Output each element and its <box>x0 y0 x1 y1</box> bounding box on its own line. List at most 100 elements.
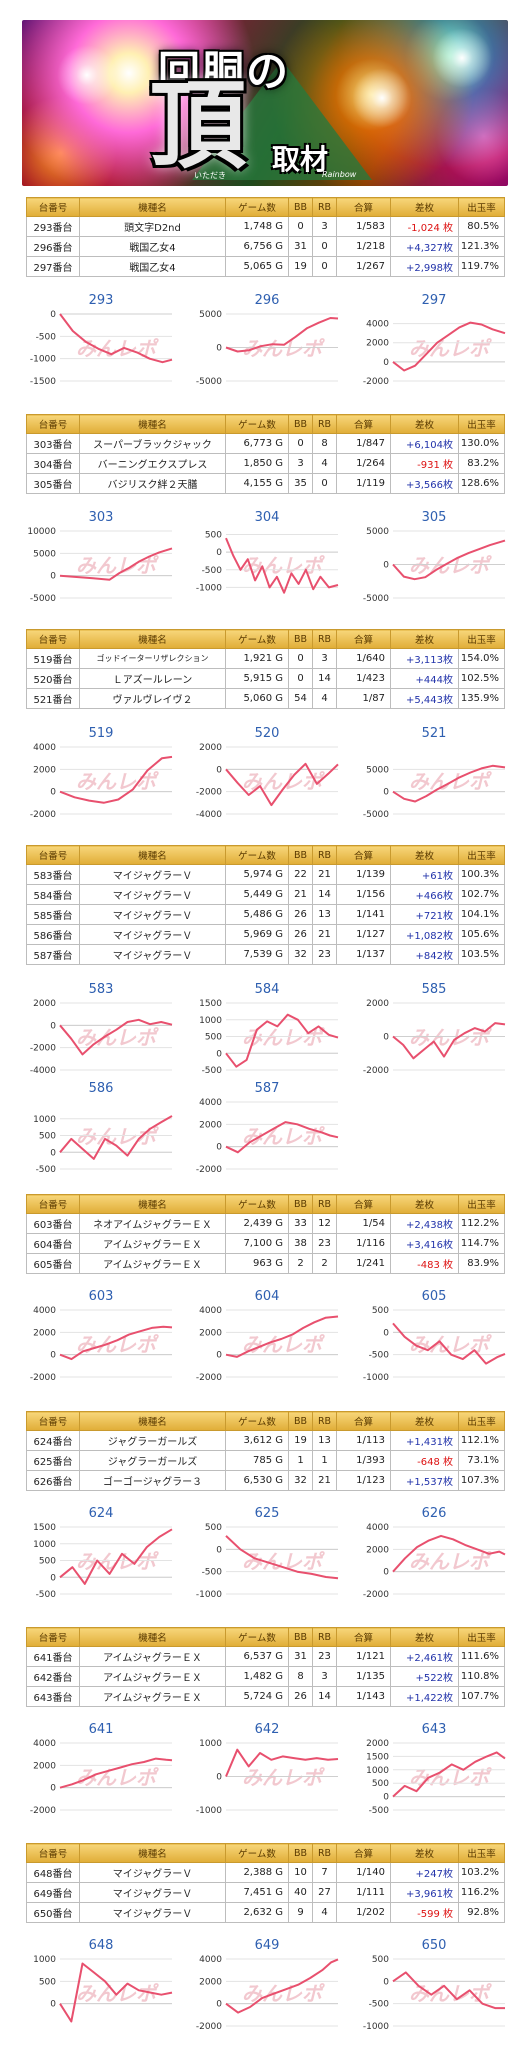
watermark-text: みんレポ <box>76 1125 159 1149</box>
machine-number-cell: 521番台 <box>26 688 80 709</box>
payout-rate-cell: 112.2% <box>458 1213 505 1234</box>
graph-title: 296 <box>254 293 280 308</box>
machine-name-cell: ジャグラーガールズ <box>79 1450 226 1471</box>
graph-title: 304 <box>254 510 280 525</box>
payout-rate-cell: 73.1% <box>458 1450 505 1471</box>
machine-table: 台番号 機種名 ゲーム数 BB RB 合算 差枚 出玉率 293番台 頭文字D2nd 1,748 G… <box>26 197 505 277</box>
coin-difference-cell: +2,461枚 <box>390 1646 459 1667</box>
table-header-row: 台番号 機種名 ゲーム数 BB RB 合算 差枚 出玉率 <box>26 197 505 217</box>
column-header: 機種名 <box>79 629 226 649</box>
column-header: RB <box>312 197 337 217</box>
machine-number-cell: 519番台 <box>26 648 80 669</box>
series-line <box>59 1962 173 2023</box>
banner-title-top: 回胴の <box>158 47 291 96</box>
column-header: 差枚 <box>390 1627 459 1647</box>
machine-number-cell: 624番台 <box>26 1430 80 1451</box>
combined-probability-cell: 1/135 <box>336 1666 391 1687</box>
y-tick-label: -1000 <box>30 355 56 365</box>
y-tick-label: 2000 <box>366 339 389 349</box>
coin-difference-cell: +721枚 <box>390 904 459 925</box>
combined-probability-cell: 1/137 <box>336 944 391 965</box>
column-header: ゲーム数 <box>225 197 289 217</box>
machine-number-cell: 296番台 <box>26 236 80 257</box>
column-header: RB <box>312 1843 337 1863</box>
banner-title-main: 頂 <box>150 69 246 182</box>
coin-difference-cell: +2,438枚 <box>390 1213 459 1234</box>
graph-title: 586 <box>88 1081 114 1096</box>
rb-count-cell: 1 <box>312 1450 337 1471</box>
column-header: 合算 <box>336 197 391 217</box>
game-count-cell: 1,921 G <box>225 648 289 669</box>
rb-count-cell: 21 <box>312 864 337 885</box>
banner-flare <box>352 68 412 128</box>
y-tick-label: 2000 <box>33 999 56 1009</box>
combined-probability-cell: 1/393 <box>336 1450 391 1471</box>
graph-650: 650 みんレポ 500 0 -500 -1000 <box>355 1938 513 2034</box>
table-row: 304番台 バーニングエクスプレス 1,850 G 3 4 1/264 -931 枚 83.2… <box>26 453 505 474</box>
column-header: ゲーム数 <box>225 629 289 649</box>
coin-difference-cell: -483 枚 <box>390 1253 459 1274</box>
machine-number-cell: 305番台 <box>26 473 80 494</box>
bb-count-cell: 31 <box>288 236 313 257</box>
machine-number-cell: 625番台 <box>26 1450 80 1471</box>
column-header: 機種名 <box>79 1411 226 1431</box>
machine-name-cell: ジャグラーガールズ <box>79 1430 226 1451</box>
column-header: 合算 <box>336 1194 391 1214</box>
table-row: 605番台 アイムジャグラーＥＸ 963 G 2 2 1/241 -483 枚 83.9% <box>26 1253 505 1274</box>
game-count-cell: 7,100 G <box>225 1233 289 1254</box>
rb-count-cell: 2 <box>312 1253 337 1274</box>
machine-table: 台番号 機種名 ゲーム数 BB RB 合算 差枚 出玉率 303番台 スーパーブラックジャック 6,… <box>26 414 505 494</box>
rb-count-cell: 0 <box>312 236 337 257</box>
table-row: 604番台 アイムジャグラーＥＸ 7,100 G 38 23 1/116 +3,416枚 11… <box>26 1233 505 1254</box>
graph-648: 648 みんレポ 1000 500 0 <box>22 1938 180 2034</box>
machine-name-cell: マイジャグラーＶ <box>79 1902 226 1923</box>
bb-count-cell: 1 <box>288 1450 313 1471</box>
game-count-cell: 2,632 G <box>225 1902 289 1923</box>
column-header: ゲーム数 <box>225 1843 289 1863</box>
y-tick-label: 4000 <box>33 1739 56 1749</box>
machine-name-cell: アイムジャグラーＥＸ <box>79 1253 226 1274</box>
rb-count-cell: 12 <box>312 1213 337 1234</box>
y-tick-label: -4000 <box>196 810 222 820</box>
column-header: 出玉率 <box>458 1627 505 1647</box>
game-count-cell: 2,439 G <box>225 1213 289 1234</box>
machine-name-cell: マイジャグラーＶ <box>79 1882 226 1903</box>
combined-probability-cell: 1/847 <box>336 433 391 454</box>
y-tick-label: 0 <box>216 1773 222 1783</box>
y-tick-label: 2000 <box>33 1328 56 1338</box>
series-line <box>225 1748 339 1777</box>
coin-difference-cell: +3,113枚 <box>390 648 459 669</box>
coin-difference-cell: +1,537枚 <box>390 1470 459 1491</box>
machine-number-cell: 584番台 <box>26 884 80 905</box>
y-tick-label: 0 <box>216 765 222 775</box>
payout-rate-cell: 107.3% <box>458 1470 505 1491</box>
graph-585: 585 みんレポ 2000 0 -2000 <box>355 982 513 1078</box>
table-row: 583番台 マイジャグラーＶ 5,974 G 22 21 1/139 +61枚 100.3% <box>26 864 505 885</box>
column-header: 出玉率 <box>458 1194 505 1214</box>
payout-rate-cell: 110.8% <box>458 1666 505 1687</box>
graph-641: 641 みんレポ 4000 2000 0 -2000 <box>22 1722 180 1818</box>
y-tick-label: -2000 <box>363 1066 389 1076</box>
column-header: BB <box>288 1194 313 1214</box>
y-tick-label: 5000 <box>199 310 222 320</box>
bb-count-cell: 0 <box>288 433 313 454</box>
bb-count-cell: 26 <box>288 904 313 925</box>
watermark-text: みんレポ <box>242 554 325 578</box>
y-tick-label: 0 <box>216 1545 222 1555</box>
machine-table: 台番号 機種名 ゲーム数 BB RB 合算 差枚 出玉率 648番台 マイジャグラーＶ 2,388 … <box>26 1843 505 1923</box>
graph-519: 519 みんレポ 4000 2000 0 -2000 <box>22 726 180 822</box>
combined-probability-cell: 1/241 <box>336 1253 391 1274</box>
machine-name-cell: バーニングエクスプレス <box>79 453 226 474</box>
column-header: 差枚 <box>390 1411 459 1431</box>
y-tick-label: 0 <box>216 1049 222 1059</box>
payout-rate-cell: 154.0% <box>458 648 505 669</box>
table-header-row: 台番号 機種名 ゲーム数 BB RB 合算 差枚 出玉率 <box>26 1627 505 1647</box>
y-tick-label: 0 <box>383 1793 389 1803</box>
graph-584: 584 みんレポ 1500 1000 500 0 -500 <box>188 982 346 1078</box>
y-tick-label: -1000 <box>196 583 222 593</box>
